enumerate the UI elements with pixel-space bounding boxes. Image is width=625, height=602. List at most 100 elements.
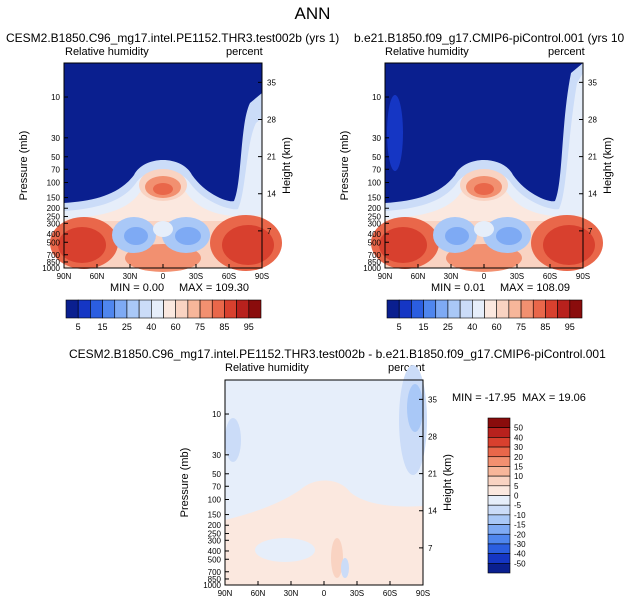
colorbar-label: 75 — [516, 322, 526, 332]
field-nh-subtropic-core — [445, 227, 469, 245]
y-right-tick-label: 14 — [428, 507, 437, 516]
colorbar-swatch — [224, 299, 237, 319]
colorbar-label: 95 — [244, 322, 254, 332]
y-right-tick-label: 14 — [267, 190, 276, 199]
colorbar-swatch — [398, 299, 412, 319]
x-tick-label: 60S — [383, 589, 397, 598]
colorbar-label: -50 — [514, 559, 526, 568]
y-tick-label: 200 — [368, 204, 382, 213]
x-tick-label: 30N — [123, 272, 138, 281]
colorbar-swatch — [487, 563, 511, 574]
colorbar-label: 40 — [146, 322, 156, 332]
colorbar-swatch — [487, 524, 511, 535]
colorbar-swatch — [487, 533, 511, 545]
colorbar-swatch — [459, 299, 473, 319]
y-right-tick-label: 28 — [267, 115, 276, 124]
y-right-tick-label: 21 — [267, 153, 276, 162]
y-tick-label: 50 — [51, 153, 60, 162]
y-right-tick-label: 14 — [588, 190, 597, 199]
colorbar-label: 85 — [219, 322, 229, 332]
field-equatorial-mid — [474, 221, 494, 237]
colorbar-label: 5 — [514, 482, 519, 491]
y-tick-label: 30 — [212, 451, 221, 460]
y-right-axis-title: Height (km) — [442, 454, 454, 511]
field-sh-boundary-core — [222, 225, 274, 265]
y-tick-label: 100 — [208, 496, 222, 505]
colorbar-swatch — [508, 299, 522, 319]
colorbar-swatch — [411, 299, 424, 319]
colorbar-label: 15 — [98, 322, 108, 332]
y-right-tick-label: 28 — [428, 432, 437, 441]
colorbar-swatch — [484, 299, 497, 319]
colorbar-swatch — [65, 299, 79, 319]
colorbar-label: 25 — [443, 322, 453, 332]
colorbar-swatch — [487, 437, 511, 448]
field-tropical-inner — [153, 183, 173, 195]
panel3-contour-plot: 90N 60N 30N 0 30S 60S 90S103050701001502002503… — [179, 365, 454, 598]
field-polar-strat — [387, 95, 403, 171]
y-tick-label: 1000 — [203, 581, 221, 590]
y-tick-label: 300 — [47, 219, 61, 228]
colorbar-label: 15 — [419, 322, 429, 332]
colorbar-label: 50 — [514, 424, 523, 433]
diff-equatorial-positive — [331, 538, 343, 578]
panel3-subtitle-left: Relative humidity — [225, 362, 309, 374]
y-right-tick-label: 35 — [588, 78, 597, 87]
x-tick-label: 0 — [161, 272, 166, 281]
colorbar-label: -30 — [514, 540, 526, 549]
colorbar-swatch — [487, 417, 511, 428]
colorbar-swatch — [520, 299, 534, 319]
panel2-subtitle-right: percent — [548, 46, 585, 58]
colorbar-label: 40 — [514, 433, 523, 442]
diff-equatorial-negative — [341, 558, 349, 578]
y-tick-label: 250 — [208, 530, 222, 539]
y-tick-label: 150 — [368, 194, 382, 203]
colorbar-swatch — [472, 299, 485, 319]
y-right-tick-label: 7 — [428, 544, 433, 553]
colorbar-swatch — [557, 299, 571, 319]
x-tick-label: 90S — [416, 589, 430, 598]
panel2-min-label: MIN = 0.01 — [431, 282, 486, 294]
y-tick-label: 700 — [208, 568, 222, 577]
diff-field-layer — [225, 365, 427, 585]
panel2-colorbar: 5 15 25 40 60 75 85 95 — [386, 299, 583, 332]
colorbar-label: 10 — [514, 472, 523, 481]
panel3-max-label: MAX = 19.06 — [522, 392, 586, 404]
y-tick-label: 400 — [47, 230, 61, 239]
field-sh-boundary-core — [543, 225, 595, 265]
colorbar-label: -10 — [514, 511, 526, 520]
y-tick-label: 250 — [47, 213, 61, 222]
y-tick-label: 150 — [47, 194, 61, 203]
x-tick-label: 60S — [543, 272, 557, 281]
x-tick-label: 60N — [411, 272, 426, 281]
field-sh-subtropic-core — [175, 227, 201, 245]
y-tick-label: 200 — [208, 521, 222, 530]
colorbar-label: 30 — [514, 443, 523, 452]
y-tick-label: 10 — [372, 93, 381, 102]
colorbar-label: 85 — [540, 322, 550, 332]
colorbar-swatch — [187, 299, 201, 319]
y-axis-title: Pressure (mb) — [18, 131, 30, 201]
y-tick-label: 10 — [51, 93, 60, 102]
colorbar-label: 20 — [514, 453, 523, 462]
y-right-axis-title: Height (km) — [602, 137, 614, 194]
colorbar-label: 40 — [467, 322, 477, 332]
y-tick-label: 50 — [372, 153, 381, 162]
field-layer — [50, 63, 282, 272]
y-tick-label: 10 — [212, 410, 221, 419]
main-title: ANN — [294, 4, 331, 23]
colorbar-swatch — [487, 495, 511, 506]
y-tick-label: 1000 — [363, 264, 381, 273]
y-axis-title: Pressure (mb) — [339, 131, 351, 201]
diff-sh-lower-positive — [371, 560, 415, 580]
y-tick-label: 70 — [212, 482, 221, 491]
x-tick-label: 60N — [251, 589, 266, 598]
colorbar-swatch — [487, 427, 511, 438]
y-right-tick-label: 21 — [588, 153, 597, 162]
diff-nh-upper-negative — [225, 418, 241, 462]
field-nh-subtropic-core — [124, 227, 148, 245]
colorbar-label: 15 — [514, 462, 523, 471]
panel1-subtitle-left: Relative humidity — [65, 46, 149, 58]
colorbar-swatch — [487, 553, 511, 564]
x-tick-label: 30N — [444, 272, 459, 281]
